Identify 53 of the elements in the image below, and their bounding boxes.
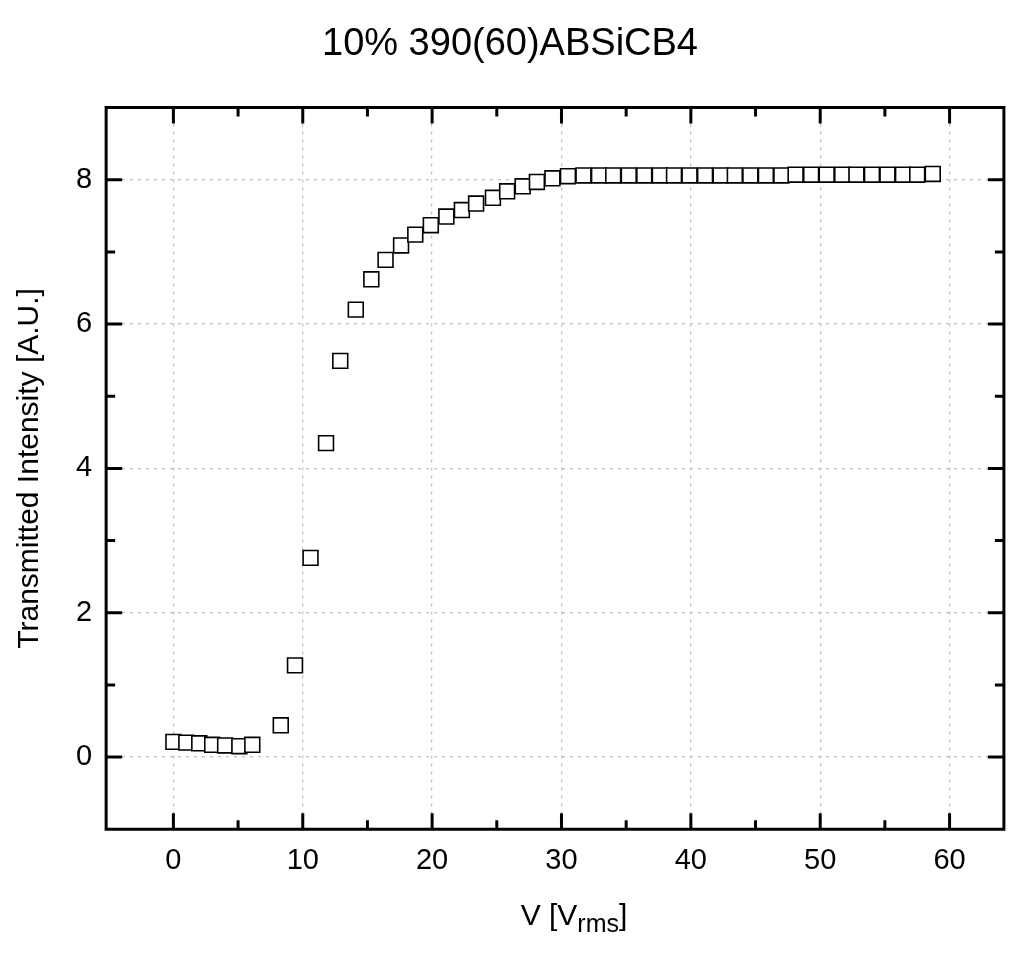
x-tick-label: 40	[674, 842, 707, 875]
point	[681, 167, 698, 184]
point	[286, 657, 304, 674]
y-tick-label: 6	[75, 306, 93, 339]
y-tick-label: 0	[75, 739, 93, 772]
chart-title: 10% 390(60)ABSiCB4	[322, 21, 698, 64]
point	[332, 352, 349, 370]
x-tick-label: 50	[804, 842, 837, 875]
point	[407, 226, 424, 243]
x-axis-title: V [V$_{rms}$]	[519, 898, 629, 938]
point	[244, 736, 261, 753]
point	[317, 434, 335, 452]
x-tick-label: 60	[933, 842, 966, 875]
point	[467, 195, 485, 212]
point	[392, 237, 410, 254]
point	[605, 167, 622, 184]
point	[575, 167, 592, 184]
point	[863, 166, 881, 183]
x-tick-label: 10	[286, 842, 319, 875]
point	[802, 166, 820, 183]
y-tick-label: 2	[75, 594, 93, 627]
point	[544, 170, 561, 187]
point	[620, 167, 637, 184]
x-tick-label: 0	[165, 842, 182, 875]
point	[726, 167, 744, 184]
point	[514, 178, 531, 195]
y-tick-label: 8	[75, 161, 93, 194]
point	[665, 167, 683, 184]
point	[818, 166, 835, 183]
point	[924, 165, 941, 183]
point	[438, 208, 455, 225]
point	[377, 251, 394, 269]
point	[787, 166, 804, 183]
point	[422, 217, 440, 234]
point	[216, 737, 234, 754]
x-tick-label: 20	[415, 842, 449, 875]
point	[742, 167, 759, 184]
y-tick-label: 4	[75, 450, 93, 483]
point	[528, 173, 546, 191]
y-axis-title: Transmitted Intensity [A.U.]	[11, 288, 45, 649]
point	[909, 166, 926, 183]
point	[559, 167, 577, 185]
point	[272, 717, 289, 734]
point	[757, 167, 775, 184]
point	[498, 183, 516, 200]
point	[879, 166, 896, 183]
x-tick-label: 30	[545, 842, 578, 875]
point	[347, 301, 365, 318]
point	[848, 166, 865, 183]
point	[302, 549, 319, 567]
point	[363, 271, 380, 288]
point	[636, 167, 653, 184]
point	[696, 167, 714, 184]
